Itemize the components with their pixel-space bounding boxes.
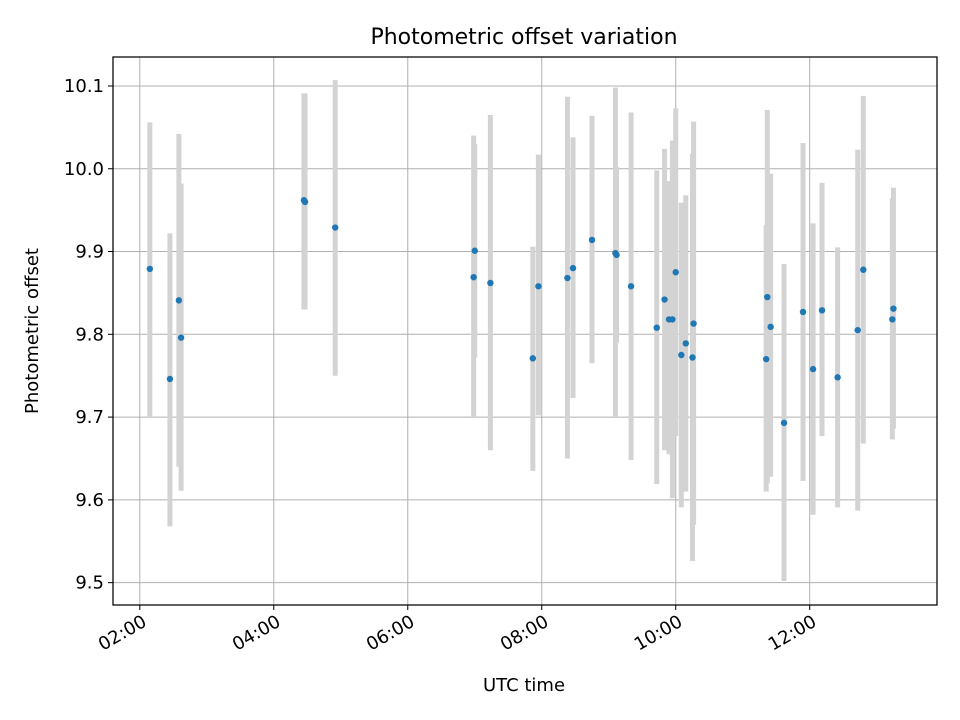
point-layer [146,197,897,427]
data-point [653,324,660,331]
data-point [175,297,183,304]
data-point [834,374,841,381]
y-tick-label: 10.0 [64,159,104,180]
data-point [177,334,185,341]
data-point [672,269,679,276]
data-point [569,264,577,272]
data-point [627,283,635,290]
data-point [588,236,596,244]
data-point [854,326,861,334]
data-point [564,274,571,282]
data-point [535,283,542,290]
y-tick-label: 9.8 [75,324,104,345]
data-point [301,198,309,206]
data-point [471,247,478,254]
data-point [331,224,339,231]
plot-frame [112,56,938,606]
x-axis-label: UTC time [483,675,565,696]
y-axis-ticks: 9.5 9.6 9.7 9.8 9.9 10.0 10.1 [64,76,113,594]
data-point [146,265,154,273]
data-point [762,355,770,363]
y-axis-label: Photometric offset [22,248,43,414]
data-point [890,305,897,312]
data-point [669,316,676,323]
data-point [780,419,788,427]
data-point [529,355,537,362]
data-point [767,323,774,331]
y-tick-label: 9.5 [75,573,104,594]
y-tick-label: 9.6 [75,490,104,511]
data-point [889,316,896,323]
data-point [799,308,807,316]
y-tick-label: 10.1 [64,76,104,97]
data-point [661,296,668,303]
data-point [613,251,620,259]
data-point [682,340,689,347]
data-point [487,279,494,287]
data-point [809,365,817,373]
y-tick-label: 9.9 [75,242,104,263]
data-point [860,266,867,273]
data-point [470,273,477,281]
data-point [764,293,771,301]
data-point [818,307,826,314]
y-tick-label: 9.7 [75,407,104,428]
data-point [678,351,685,359]
data-point [690,320,697,327]
chart-title: Photometric offset variation [370,25,677,50]
data-point [689,354,696,361]
data-point [166,375,174,383]
